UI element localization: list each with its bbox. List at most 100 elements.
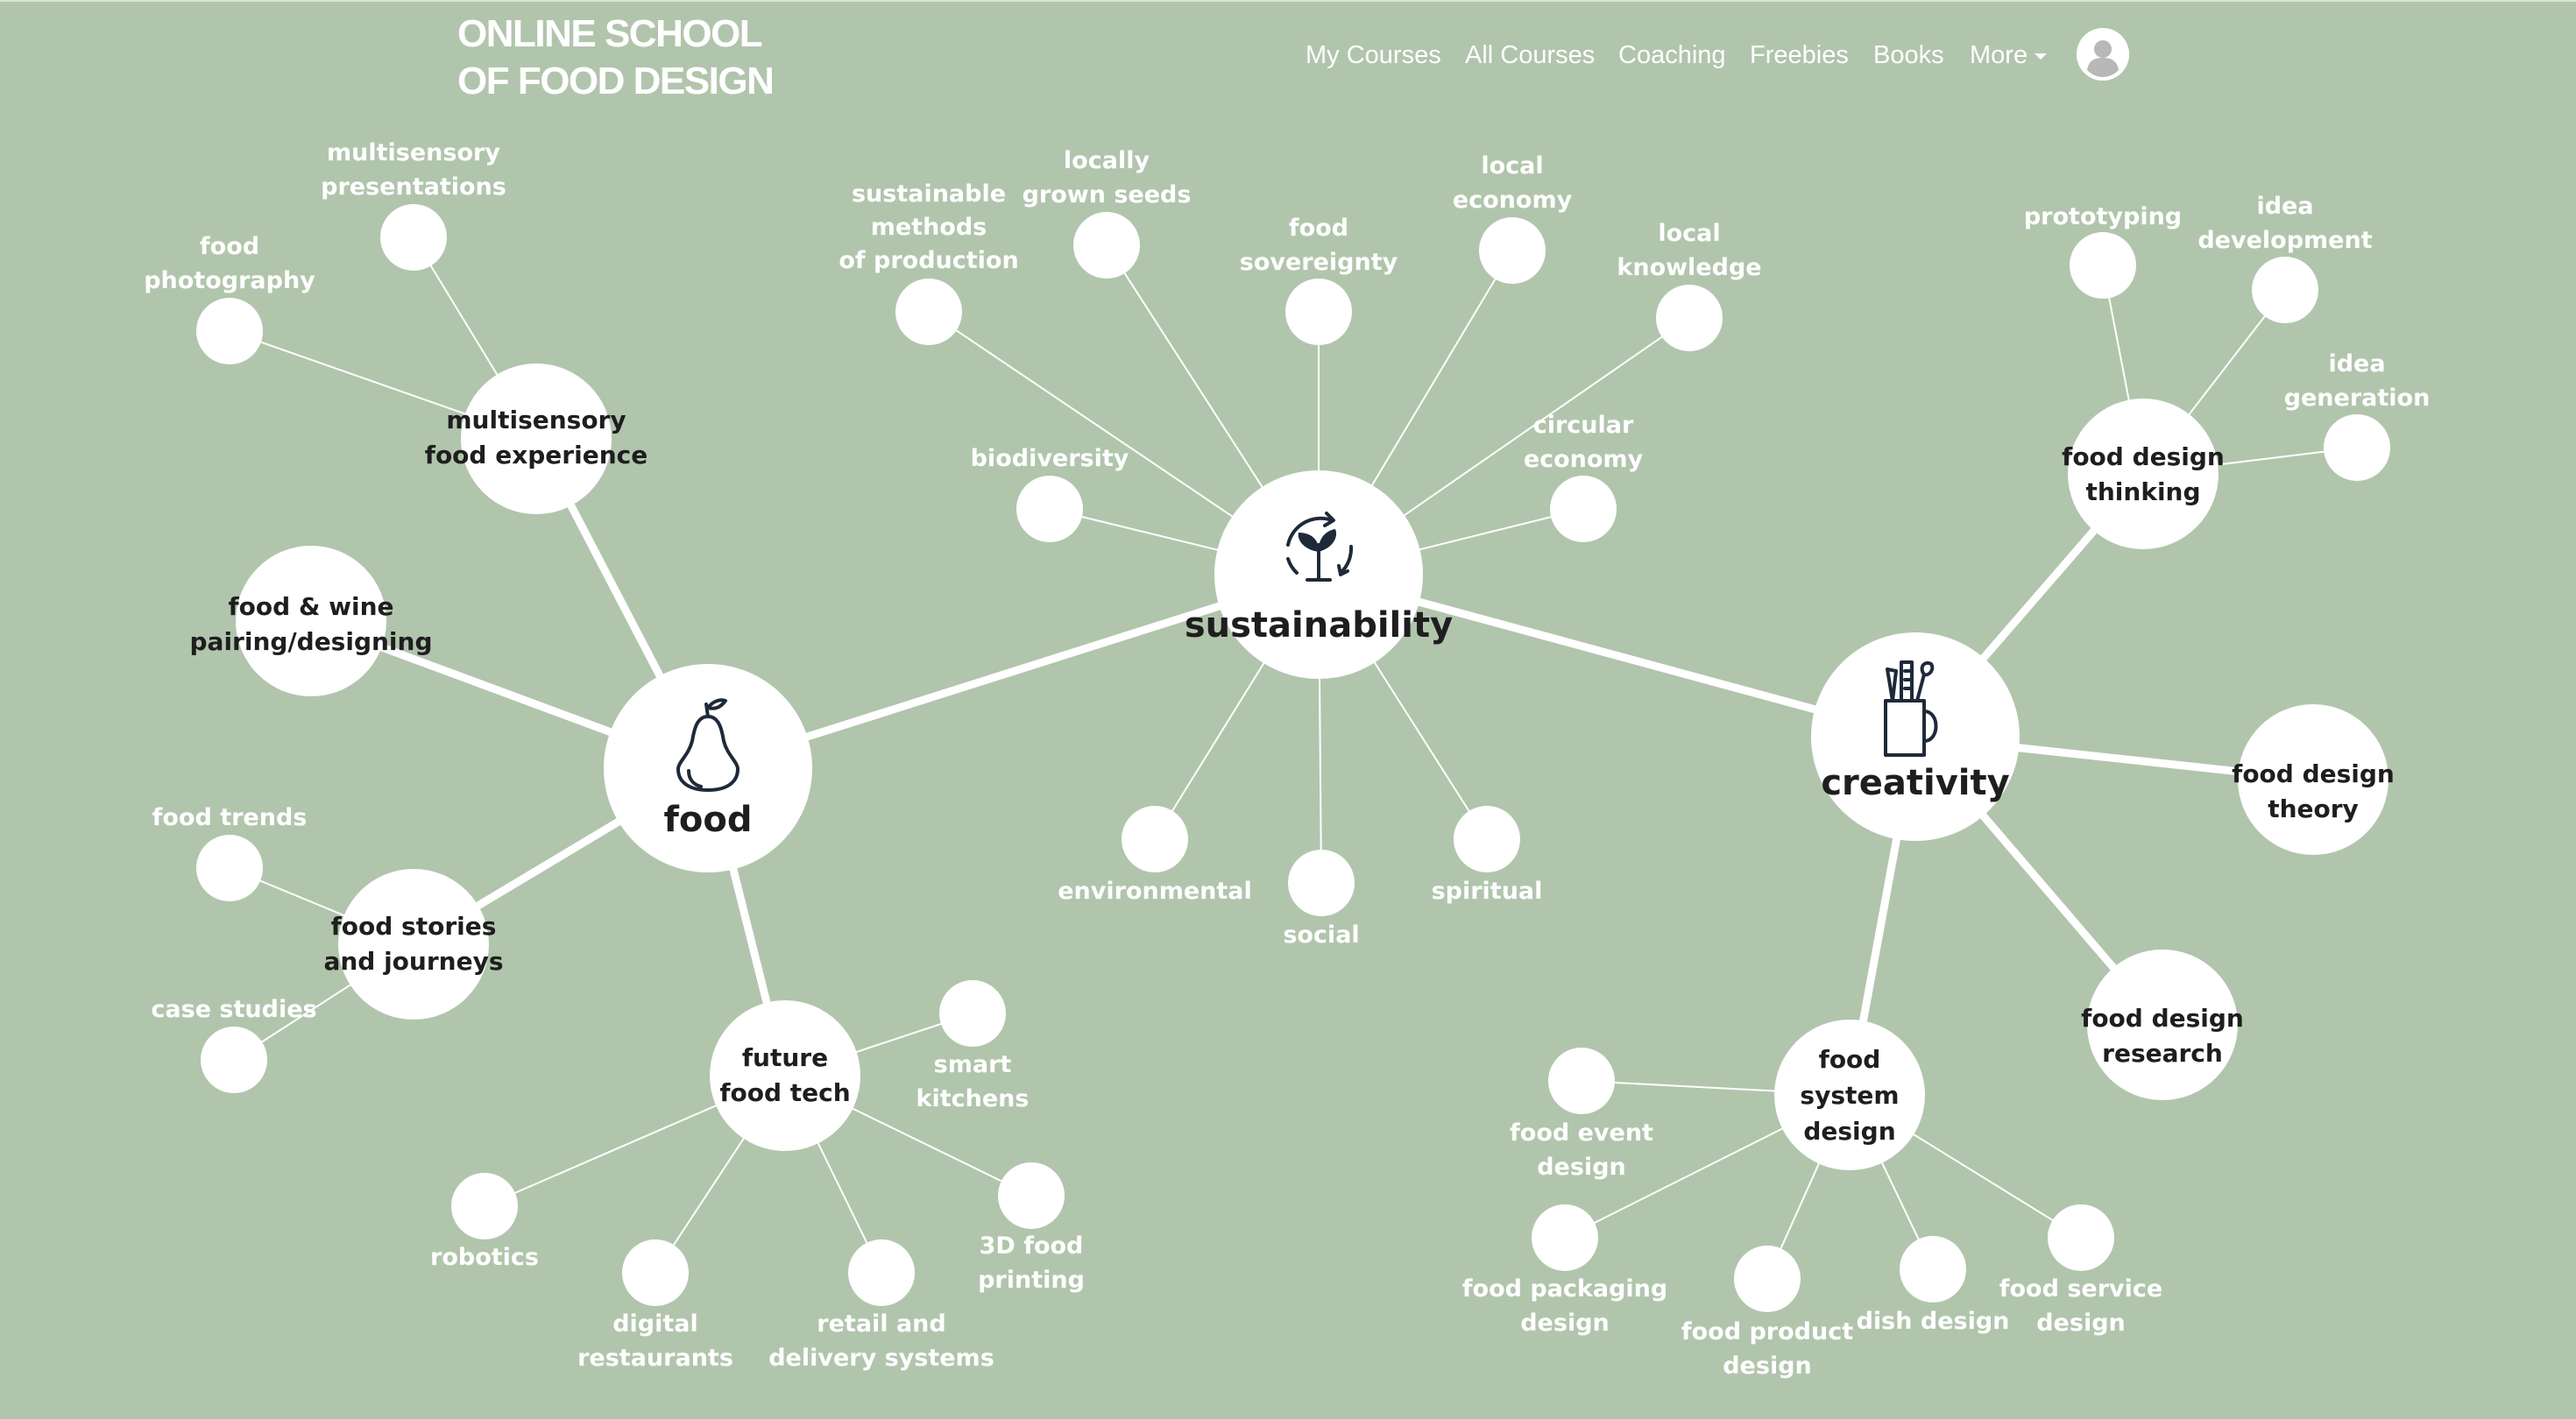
hub-label-creativity: creativity <box>1821 763 2009 803</box>
leaf-label-robotics: robotics <box>430 1244 539 1271</box>
node-future-food-tech[interactable] <box>710 1000 860 1151</box>
node-food-system-design[interactable] <box>1774 1020 1925 1170</box>
node-local-knowledge[interactable] <box>1656 285 1723 351</box>
node-food-stories-journeys[interactable] <box>338 869 489 1020</box>
node-retail-delivery[interactable] <box>848 1239 915 1306</box>
node-food-wine-pairing[interactable] <box>236 546 386 696</box>
nav-all-courses[interactable]: All Courses <box>1465 41 1596 69</box>
sub-label-food-design-theory: food design <box>2232 759 2395 788</box>
node-local-economy[interactable] <box>1479 217 1546 284</box>
node-food-design-theory[interactable] <box>2238 704 2388 855</box>
node-circular-economy[interactable] <box>1550 476 1617 542</box>
leaf-label-multisensory-presentations: multisensory <box>327 139 500 166</box>
node-prototyping[interactable] <box>2070 232 2136 299</box>
node-multisensory-presentations[interactable] <box>380 204 447 271</box>
node-dish-design[interactable] <box>1900 1236 1966 1303</box>
leaf-label-circular-economy: economy <box>1524 446 1644 473</box>
leaf-label-smart-kitchens: kitchens <box>916 1085 1030 1112</box>
leaf-label-local-economy: local <box>1481 152 1543 180</box>
leaf-label-food-trends: food trends <box>152 804 308 831</box>
node-multisensory-food-experience[interactable] <box>461 364 612 514</box>
leaf-label-food-event-design: design <box>1537 1154 1626 1181</box>
node-creativity[interactable] <box>1811 632 2020 841</box>
leaf-label-idea-development: idea <box>2256 193 2313 220</box>
leaf-label-circular-economy: circular <box>1533 412 1634 439</box>
nav-coaching[interactable]: Coaching <box>1618 41 1726 69</box>
sub-label-food-system-design: design <box>1803 1117 1895 1146</box>
hub-nodes <box>604 470 2020 872</box>
node-food-event-design[interactable] <box>1548 1048 1615 1114</box>
leaf-label-multisensory-presentations: presentations <box>321 173 506 201</box>
sub-label-food-system-design: food <box>1819 1045 1881 1074</box>
node-biodiversity[interactable] <box>1016 476 1083 542</box>
node-food-design-research[interactable] <box>2087 950 2238 1100</box>
leaf-label-idea-generation: generation <box>2284 385 2431 412</box>
node-spiritual[interactable] <box>1454 806 1520 872</box>
node-social[interactable] <box>1288 850 1355 916</box>
node-food-sovereignty[interactable] <box>1285 279 1352 345</box>
leaf-label-food-packaging-design: design <box>1520 1310 1610 1337</box>
sub-label-future-food-tech: food tech <box>719 1078 850 1107</box>
node-robotics[interactable] <box>451 1173 518 1239</box>
node-case-studies[interactable] <box>201 1027 267 1093</box>
nav-more-label: More <box>1970 41 2028 69</box>
leaf-label-smart-kitchens: smart <box>934 1051 1012 1078</box>
node-locally-grown-seeds[interactable] <box>1073 212 1140 279</box>
leaf-label-food-service-design: design <box>2036 1310 2126 1337</box>
leaf-label-digital-restaurants: digital <box>612 1310 698 1338</box>
sub-label-food-stories-journeys: food stories <box>331 912 497 941</box>
top-border <box>0 0 2576 2</box>
node-idea-generation[interactable] <box>2324 414 2390 481</box>
leaf-label-locally-grown-seeds: grown seeds <box>1023 181 1192 208</box>
sub-label-food-stories-journeys: and journeys <box>323 947 503 976</box>
leaf-label-food-photography: photography <box>144 267 315 294</box>
site-logo[interactable]: ONLINE SCHOOL OF FOOD DESIGN <box>457 11 775 105</box>
leaf-label-dish-design: dish design <box>1857 1308 2010 1335</box>
node-smart-kitchens[interactable] <box>939 980 1006 1047</box>
user-avatar[interactable] <box>2077 28 2129 81</box>
leaf-label-case-studies: case studies <box>151 996 316 1023</box>
node-food-trends[interactable] <box>196 835 263 901</box>
nav-freebies[interactable]: Freebies <box>1750 41 1849 69</box>
sub-label-food-wine-pairing: pairing/designing <box>190 627 433 656</box>
chevron-down-icon <box>2035 53 2048 60</box>
node-food-service-design[interactable] <box>2048 1204 2114 1271</box>
leaf-label-spiritual: spiritual <box>1432 878 1543 905</box>
node-food-design-thinking[interactable] <box>2068 399 2219 549</box>
nav-my-courses[interactable]: My Courses <box>1306 41 1441 69</box>
node-sustainable-methods[interactable] <box>895 279 962 345</box>
leaf-label-food-sovereignty: food <box>1289 215 1348 242</box>
node-food[interactable] <box>604 664 812 872</box>
leaf-label-local-knowledge: knowledge <box>1617 254 1761 281</box>
leaf-label-3d-food-printing: 3D food <box>980 1232 1084 1260</box>
leaf-label-prototyping: prototyping <box>2024 203 2182 230</box>
leaf-label-locally-grown-seeds: locally <box>1064 147 1150 174</box>
node-idea-development[interactable] <box>2252 257 2318 323</box>
leaf-label-food-product-design: food product <box>1681 1318 1853 1345</box>
leaf-label-food-service-design: food service <box>1999 1275 2162 1303</box>
leaf-label-sustainable-methods: sustainable <box>852 180 1006 208</box>
leaf-label-environmental: environmental <box>1058 878 1252 905</box>
leaf-label-idea-generation: idea <box>2328 350 2385 378</box>
sub-nodes <box>236 364 2388 1170</box>
labels: food sustainability creativity multisensory… <box>144 139 2430 1380</box>
sub-label-food-design-thinking: thinking <box>2085 477 2200 506</box>
leaf-label-social: social <box>1283 921 1359 949</box>
node-food-product-design[interactable] <box>1734 1246 1801 1312</box>
sub-label-food-design-theory: theory <box>2268 794 2359 823</box>
node-3d-food-printing[interactable] <box>998 1162 1065 1229</box>
node-food-photography[interactable] <box>196 298 263 364</box>
leaf-nodes <box>196 204 2390 1312</box>
sub-label-multisensory-food-experience: multisensory <box>446 406 626 434</box>
sub-label-multisensory-food-experience: food experience <box>425 441 648 469</box>
hub-label-sustainability: sustainability <box>1185 605 1453 646</box>
node-food-packaging-design[interactable] <box>1532 1204 1598 1271</box>
leaf-label-food-sovereignty: sovereignty <box>1240 249 1398 276</box>
node-environmental[interactable] <box>1122 806 1188 872</box>
sub-label-food-design-research: food design <box>2081 1004 2244 1033</box>
node-digital-restaurants[interactable] <box>622 1239 689 1306</box>
nav-books[interactable]: Books <box>1873 41 1944 69</box>
nav-more-dropdown[interactable]: More <box>1970 33 2048 77</box>
leaf-label-retail-delivery: retail and <box>817 1310 945 1338</box>
